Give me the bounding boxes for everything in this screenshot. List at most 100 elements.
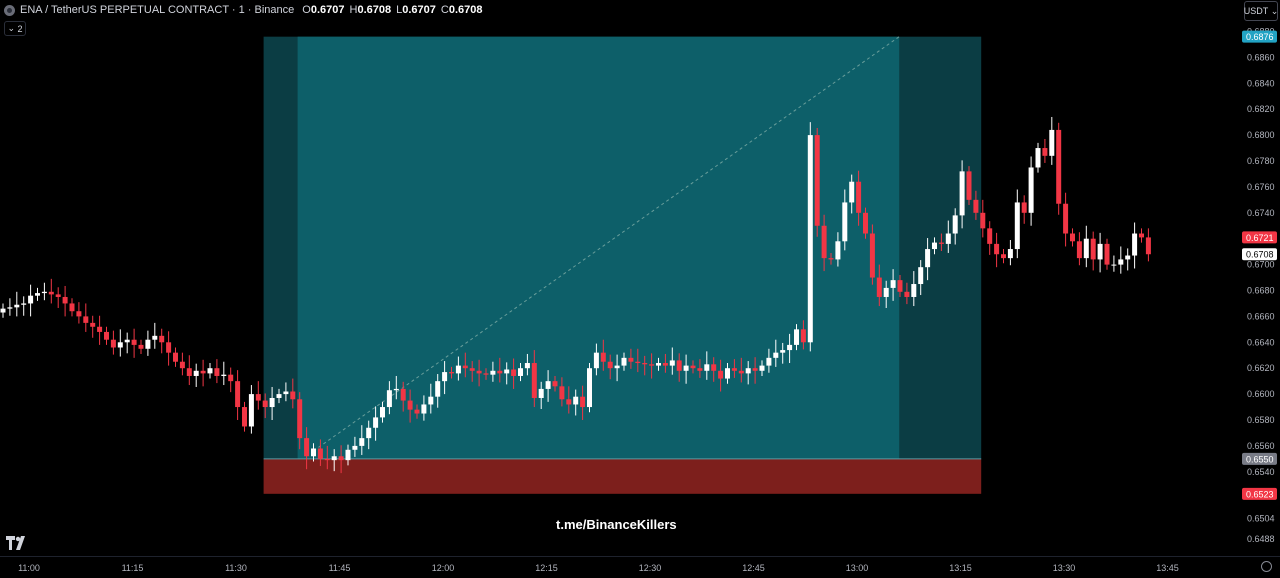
candle-body [125,340,130,343]
candle-body [994,244,999,254]
x-tick-label: 11:30 [225,563,247,573]
candle-body [7,307,12,308]
candle [1001,249,1006,263]
candle-body [415,410,420,414]
candle-body [856,182,861,213]
gear-icon[interactable] [1261,561,1272,572]
candle-body [21,303,26,304]
candle-body [352,446,357,450]
candle [1008,240,1013,265]
candle [587,363,592,412]
candle [228,368,233,393]
price-label: 0.6721 [1242,231,1277,243]
candle-body [311,448,316,456]
candle-body [773,353,778,358]
candle-body [704,364,709,370]
candle [1146,228,1151,261]
y-tick-label: 0.6820 [1247,104,1275,114]
currency-selector[interactable]: USDT ⌄ [1244,1,1278,21]
candle-body [428,397,433,405]
x-tick-label: 11:00 [18,563,40,573]
candle [1049,117,1054,165]
indicators-toggle-button[interactable]: ⌄ 2 [4,21,26,36]
candle-body [228,375,233,381]
candle-body [145,340,150,349]
candle-body [249,394,254,426]
candle [1070,228,1075,246]
candle-body [456,366,461,374]
y-tick-label: 0.6580 [1247,415,1275,425]
y-tick-label: 0.6760 [1247,182,1275,192]
y-tick-label: 0.6540 [1247,467,1275,477]
x-tick-label: 13:45 [1156,563,1179,573]
candle-body [263,401,268,407]
price-label: 0.6550 [1242,453,1277,465]
candle-body [318,448,323,458]
candle [159,329,164,354]
candle-body [1125,256,1130,260]
candle-body [1056,130,1061,204]
candle-body [1042,148,1047,156]
symbol-title[interactable]: ENA / TetherUS PERPETUAL CONTRACT · 1 · … [20,4,294,16]
candle-body [166,342,171,352]
candle-body [401,389,406,401]
candle-body [711,364,716,370]
candle [7,298,12,315]
candle [994,233,999,267]
candle [194,364,199,387]
candle-body [835,241,840,259]
candle [1022,195,1027,223]
candle-body [566,399,571,404]
candle-body [635,362,640,363]
candle [28,285,33,317]
candle [1139,228,1144,242]
candle [180,353,185,376]
candle-body [573,397,578,405]
candle [221,362,226,385]
candle-body [1111,265,1116,266]
y-tick-label: 0.6600 [1247,389,1275,399]
x-tick-label: 11:45 [329,563,351,573]
y-tick-label: 0.6620 [1247,363,1275,373]
candle-body [1139,234,1144,238]
y-tick-label: 0.6488 [1247,534,1275,544]
candle [90,316,95,338]
candle-body [870,234,875,278]
candle-body [594,353,599,369]
candle-body [1084,239,1089,258]
candle [145,331,150,356]
candle-body [877,278,882,297]
time-axis[interactable]: 11:00 11:15 11:30 11:45 12:00 12:15 12:30 12:45… [0,556,1280,578]
candle-body [297,399,302,438]
candle [125,333,130,354]
candle-body [139,345,144,349]
candle [187,355,192,385]
candle [118,329,123,356]
candle [1125,248,1130,270]
x-tick-label: 12:45 [742,563,765,573]
ohlc-value-c: 0.6708 [449,4,483,16]
candle-body [173,353,178,362]
candle-body [111,340,116,348]
candle-body [622,358,627,366]
candle-body [794,329,799,345]
tradingview-logo-icon[interactable] [6,536,28,550]
candle-body [359,438,364,446]
candle [208,363,213,379]
candle-body [394,389,399,390]
candle-body [435,381,440,397]
candle-body [801,329,806,342]
candle-body [1,309,6,313]
candle [201,360,206,387]
candle [1036,143,1041,173]
candle-body [697,368,702,371]
stop-loss-zone[interactable] [264,459,982,494]
candle-body [201,371,206,374]
candle-body [822,226,827,258]
ohlc-values: O0.6707 H0.6708 L0.6707 C0.6708 [300,4,485,16]
candle-body [539,389,544,398]
candle-body [256,394,261,400]
price-axis[interactable]: 0.68800.68600.68400.68200.68000.67800.67… [1240,0,1280,578]
candle-body [842,202,847,241]
